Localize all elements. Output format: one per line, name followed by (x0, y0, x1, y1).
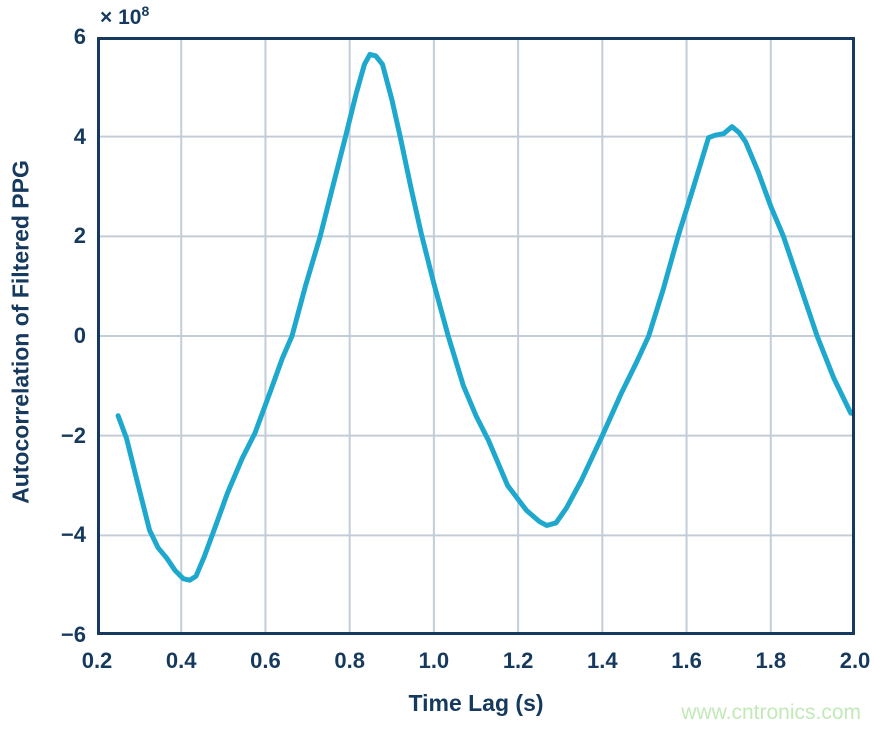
exponent-base: × 10 (100, 6, 142, 29)
x-tick-label: 2.0 (839, 648, 871, 673)
y-tick-label: 2 (73, 223, 86, 249)
y-tick-label: −4 (60, 522, 86, 548)
autocorrelation-line (115, 51, 854, 583)
plot-border (97, 37, 855, 635)
chart-canvas (97, 37, 855, 635)
x-tick-label: 1.8 (755, 648, 787, 673)
y-tick-label: 0 (73, 323, 86, 348)
x-tick-label: 1.6 (671, 648, 702, 673)
x-tick-label: 1.4 (587, 648, 618, 673)
x-tick-label: 0.4 (165, 648, 197, 673)
x-tick-label: 0.2 (81, 648, 113, 673)
exponent-power: 8 (141, 3, 150, 19)
y-axis-exponent-label: × 108 (100, 3, 149, 30)
y-tick-label: 6 (73, 24, 86, 49)
watermark: www.cntronics.com (681, 701, 861, 724)
plot-area (97, 37, 855, 635)
x-tick-label: 0.6 (250, 648, 281, 673)
x-tick-label: 0.8 (334, 648, 365, 673)
x-tick-label: 1.2 (502, 648, 534, 673)
x-tick-label: 1.0 (418, 648, 450, 673)
y-tick-label: 4 (73, 123, 86, 149)
x-axis-title: Time Lag (s) (408, 690, 544, 716)
y-tick-label: −6 (60, 622, 86, 647)
y-tick-label: −2 (60, 422, 86, 448)
